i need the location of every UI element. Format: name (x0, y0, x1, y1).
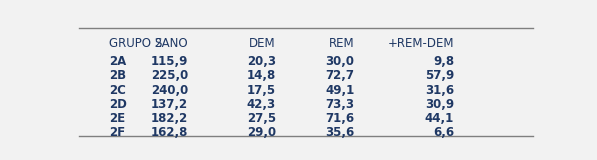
Text: 30,0: 30,0 (325, 55, 355, 68)
Text: 2C: 2C (109, 84, 126, 96)
Text: 57,9: 57,9 (425, 69, 454, 82)
Text: 240,0: 240,0 (150, 84, 188, 96)
Text: 14,8: 14,8 (247, 69, 276, 82)
Text: GRUPO 2: GRUPO 2 (109, 37, 162, 50)
Text: DEM: DEM (250, 37, 276, 50)
Text: 27,5: 27,5 (247, 112, 276, 125)
Text: 49,1: 49,1 (325, 84, 355, 96)
Text: 20,3: 20,3 (247, 55, 276, 68)
Text: 115,9: 115,9 (150, 55, 188, 68)
Text: 72,7: 72,7 (325, 69, 355, 82)
Text: 73,3: 73,3 (325, 98, 355, 111)
Text: 182,2: 182,2 (150, 112, 188, 125)
Text: 2E: 2E (109, 112, 125, 125)
Text: REM: REM (329, 37, 355, 50)
Text: 31,6: 31,6 (425, 84, 454, 96)
Text: 162,8: 162,8 (150, 126, 188, 139)
Text: 137,2: 137,2 (151, 98, 188, 111)
Text: +REM-DEM: +REM-DEM (387, 37, 454, 50)
Text: SANO: SANO (155, 37, 188, 50)
Text: 2B: 2B (109, 69, 127, 82)
Text: 225,0: 225,0 (150, 69, 188, 82)
Text: 2F: 2F (109, 126, 125, 139)
Text: 9,8: 9,8 (433, 55, 454, 68)
Text: 71,6: 71,6 (325, 112, 355, 125)
Text: 2D: 2D (109, 98, 127, 111)
Text: 35,6: 35,6 (325, 126, 355, 139)
Text: 30,9: 30,9 (425, 98, 454, 111)
Text: 6,6: 6,6 (433, 126, 454, 139)
Text: 29,0: 29,0 (247, 126, 276, 139)
Text: 42,3: 42,3 (247, 98, 276, 111)
Text: 2A: 2A (109, 55, 127, 68)
Text: 44,1: 44,1 (425, 112, 454, 125)
Text: 17,5: 17,5 (247, 84, 276, 96)
